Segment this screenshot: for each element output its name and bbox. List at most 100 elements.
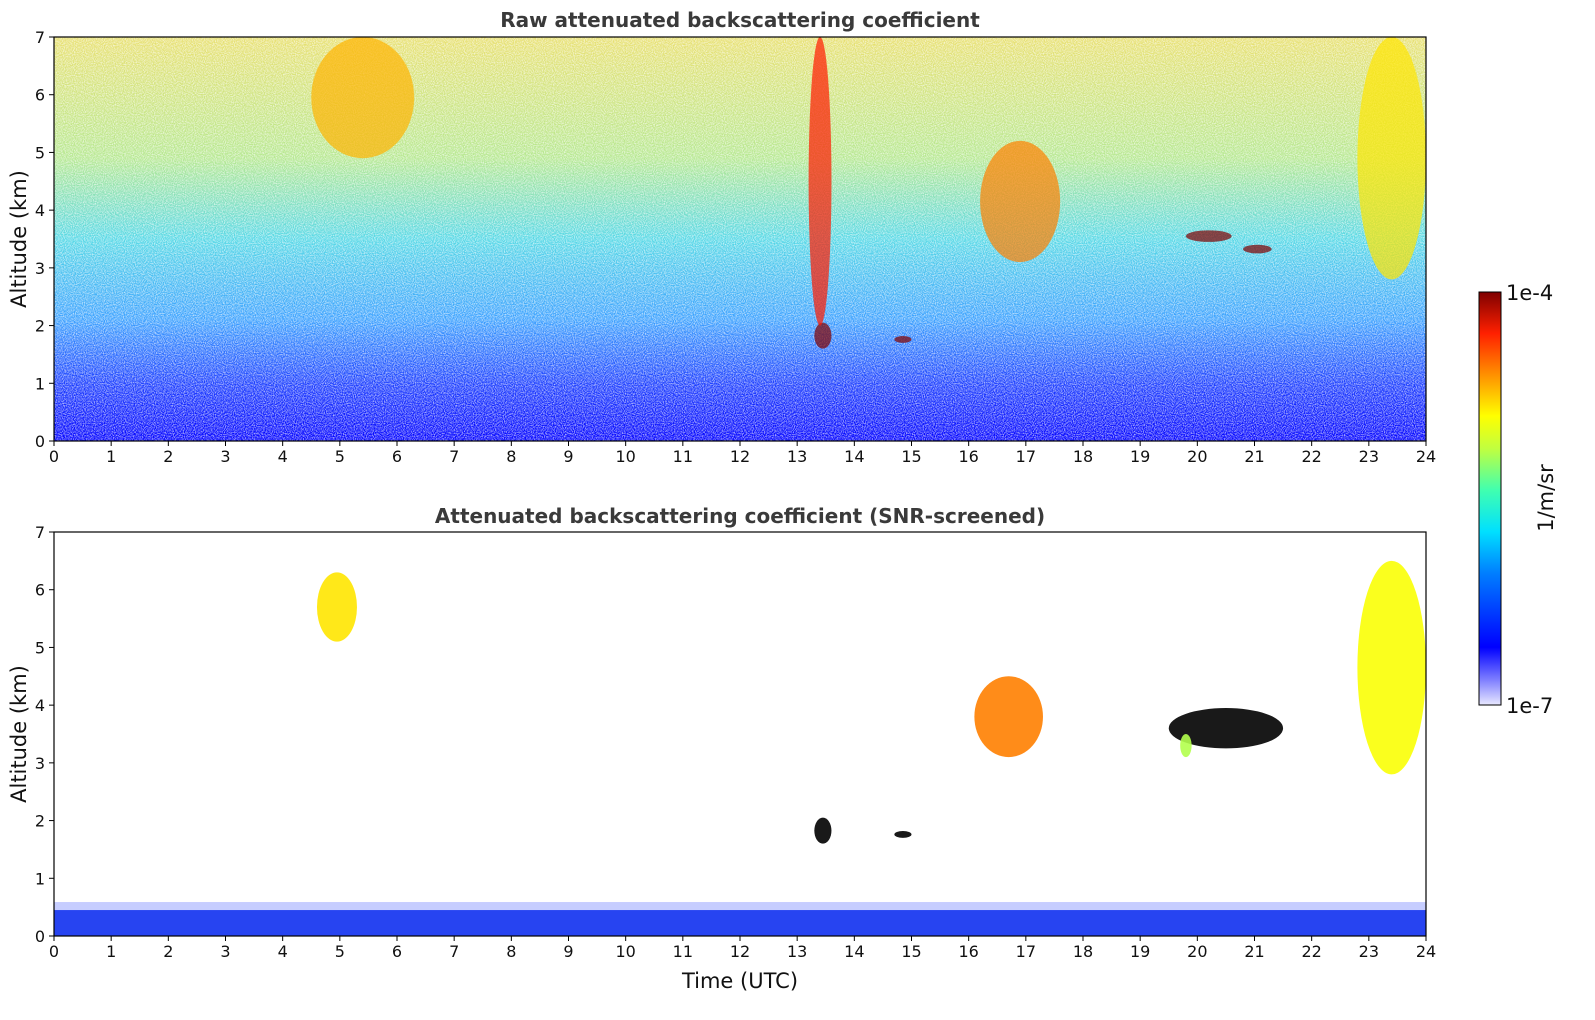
raw-backscatter-panel: Raw attenuated backscattering coefficien… bbox=[7, 8, 1436, 466]
p1-xtick-label: 1 bbox=[106, 447, 116, 466]
p1-ytick-label: 5 bbox=[35, 143, 45, 162]
p1-ytick-label: 6 bbox=[35, 86, 45, 105]
panel1-title: Raw attenuated backscattering coefficien… bbox=[500, 8, 980, 32]
p2-xtick-label: 2 bbox=[163, 942, 173, 961]
surface-layer bbox=[54, 910, 1426, 936]
p2-ytick-label: 3 bbox=[35, 754, 45, 773]
p2-xtick-label: 9 bbox=[563, 942, 573, 961]
cloud-feature bbox=[311, 37, 415, 159]
cloud-feature bbox=[1185, 230, 1232, 242]
p1-xtick-label: 17 bbox=[1016, 447, 1036, 466]
p2-ytick-label: 5 bbox=[35, 638, 45, 657]
p2-xtick-label: 20 bbox=[1187, 942, 1207, 961]
colorbar-gradient bbox=[1478, 291, 1502, 706]
p1-xtick-label: 6 bbox=[392, 447, 402, 466]
panel1-x-axis: 0 1 2 3 4 5 6 7 8 9 10 11 12 13 14 15 16 17 18 19 20 21 22 23 24 bbox=[49, 441, 1436, 466]
panel2-title: Attenuated backscattering coefficient (S… bbox=[435, 504, 1045, 528]
p2-xtick-label: 14 bbox=[844, 942, 864, 961]
p2-xtick-label: 21 bbox=[1244, 942, 1264, 961]
p1-xtick-label: 3 bbox=[220, 447, 230, 466]
cloud-feature bbox=[316, 572, 357, 642]
p1-xtick-label: 8 bbox=[506, 447, 516, 466]
p2-xtick-label: 13 bbox=[787, 942, 807, 961]
p1-xtick-label: 4 bbox=[278, 447, 288, 466]
p2-xtick-label: 16 bbox=[958, 942, 978, 961]
p1-xtick-label: 24 bbox=[1416, 447, 1436, 466]
panel2-xlabel: Time (UTC) bbox=[681, 969, 798, 993]
p2-xtick-label: 12 bbox=[730, 942, 750, 961]
cloud-feature bbox=[894, 830, 912, 838]
p2-ytick-label: 0 bbox=[35, 927, 45, 946]
p2-xtick-label: 22 bbox=[1301, 942, 1321, 961]
p2-xtick-label: 17 bbox=[1016, 942, 1036, 961]
p1-ytick-label: 2 bbox=[35, 317, 45, 336]
p2-xtick-label: 5 bbox=[335, 942, 345, 961]
p2-ytick-label: 4 bbox=[35, 696, 45, 715]
panel1-ylabel: Altitude (km) bbox=[7, 170, 31, 308]
colorbar-max-label: 1e-4 bbox=[1506, 281, 1553, 305]
panel1-cloud-features bbox=[311, 37, 1426, 349]
p1-ytick-label: 7 bbox=[35, 28, 45, 47]
p1-xtick-label: 18 bbox=[1073, 447, 1093, 466]
panel2-ylabel: Altitude (km) bbox=[7, 665, 31, 803]
cloud-feature bbox=[1168, 708, 1284, 749]
p1-ytick-label: 1 bbox=[35, 374, 45, 393]
p1-xtick-label: 5 bbox=[335, 447, 345, 466]
cloud-feature bbox=[1357, 37, 1426, 280]
p2-ytick-label: 1 bbox=[35, 869, 45, 888]
surface-layer-fringe bbox=[54, 902, 1426, 911]
p2-xtick-label: 8 bbox=[506, 942, 516, 961]
p2-ytick-label: 6 bbox=[35, 581, 45, 600]
cloud-feature bbox=[894, 335, 912, 343]
p1-xtick-label: 13 bbox=[787, 447, 807, 466]
p2-xtick-label: 7 bbox=[449, 942, 459, 961]
p2-xtick-label: 19 bbox=[1130, 942, 1150, 961]
p1-ytick-label: 4 bbox=[35, 201, 45, 220]
cloud-feature bbox=[1180, 734, 1192, 758]
screened-backscatter-panel: Attenuated backscattering coefficient (S… bbox=[7, 504, 1436, 993]
p2-ytick-label: 7 bbox=[35, 523, 45, 542]
colorbar: 1e-4 1e-7 1/m/sr bbox=[1478, 281, 1558, 718]
p2-xtick-label: 15 bbox=[901, 942, 921, 961]
cloud-feature bbox=[814, 322, 832, 349]
p1-xtick-label: 2 bbox=[163, 447, 173, 466]
panel2-y-axis: 0 1 2 3 4 5 6 7 bbox=[35, 523, 54, 946]
p1-xtick-label: 14 bbox=[844, 447, 864, 466]
panel2-x-axis: 0 1 2 3 4 5 6 7 8 9 10 11 12 13 14 15 16 17 18 19 20 21 22 23 24 bbox=[49, 936, 1436, 961]
p1-xtick-label: 0 bbox=[49, 447, 59, 466]
cloud-feature bbox=[814, 817, 832, 844]
p2-ytick-label: 2 bbox=[35, 812, 45, 831]
p1-xtick-label: 16 bbox=[958, 447, 978, 466]
p2-xtick-label: 11 bbox=[673, 942, 693, 961]
p1-xtick-label: 10 bbox=[615, 447, 635, 466]
p1-xtick-label: 15 bbox=[901, 447, 921, 466]
panel1-y-axis: 0 1 2 3 4 5 6 7 bbox=[35, 28, 54, 451]
p2-xtick-label: 23 bbox=[1359, 942, 1379, 961]
p1-xtick-label: 21 bbox=[1244, 447, 1264, 466]
p2-xtick-label: 10 bbox=[615, 942, 635, 961]
p2-xtick-label: 18 bbox=[1073, 942, 1093, 961]
p1-xtick-label: 20 bbox=[1187, 447, 1207, 466]
colorbar-min-label: 1e-7 bbox=[1506, 694, 1553, 718]
cloud-feature bbox=[1243, 244, 1272, 254]
cloud-feature bbox=[980, 140, 1061, 263]
p1-ytick-label: 0 bbox=[35, 432, 45, 451]
p1-xtick-label: 9 bbox=[563, 447, 573, 466]
colorbar-units-label: 1/m/sr bbox=[1534, 464, 1558, 532]
p1-xtick-label: 19 bbox=[1130, 447, 1150, 466]
cloud-feature bbox=[974, 676, 1043, 758]
cloud-feature bbox=[808, 37, 832, 326]
p2-xtick-label: 4 bbox=[278, 942, 288, 961]
p1-xtick-label: 22 bbox=[1301, 447, 1321, 466]
p2-xtick-label: 6 bbox=[392, 942, 402, 961]
cloud-feature bbox=[1357, 560, 1426, 775]
p2-xtick-label: 0 bbox=[49, 942, 59, 961]
p2-xtick-label: 24 bbox=[1416, 942, 1436, 961]
p1-xtick-label: 23 bbox=[1359, 447, 1379, 466]
p1-xtick-label: 11 bbox=[673, 447, 693, 466]
p2-xtick-label: 1 bbox=[106, 942, 116, 961]
p2-xtick-label: 3 bbox=[220, 942, 230, 961]
panel2-cloud-features bbox=[54, 560, 1426, 936]
p1-ytick-label: 3 bbox=[35, 259, 45, 278]
